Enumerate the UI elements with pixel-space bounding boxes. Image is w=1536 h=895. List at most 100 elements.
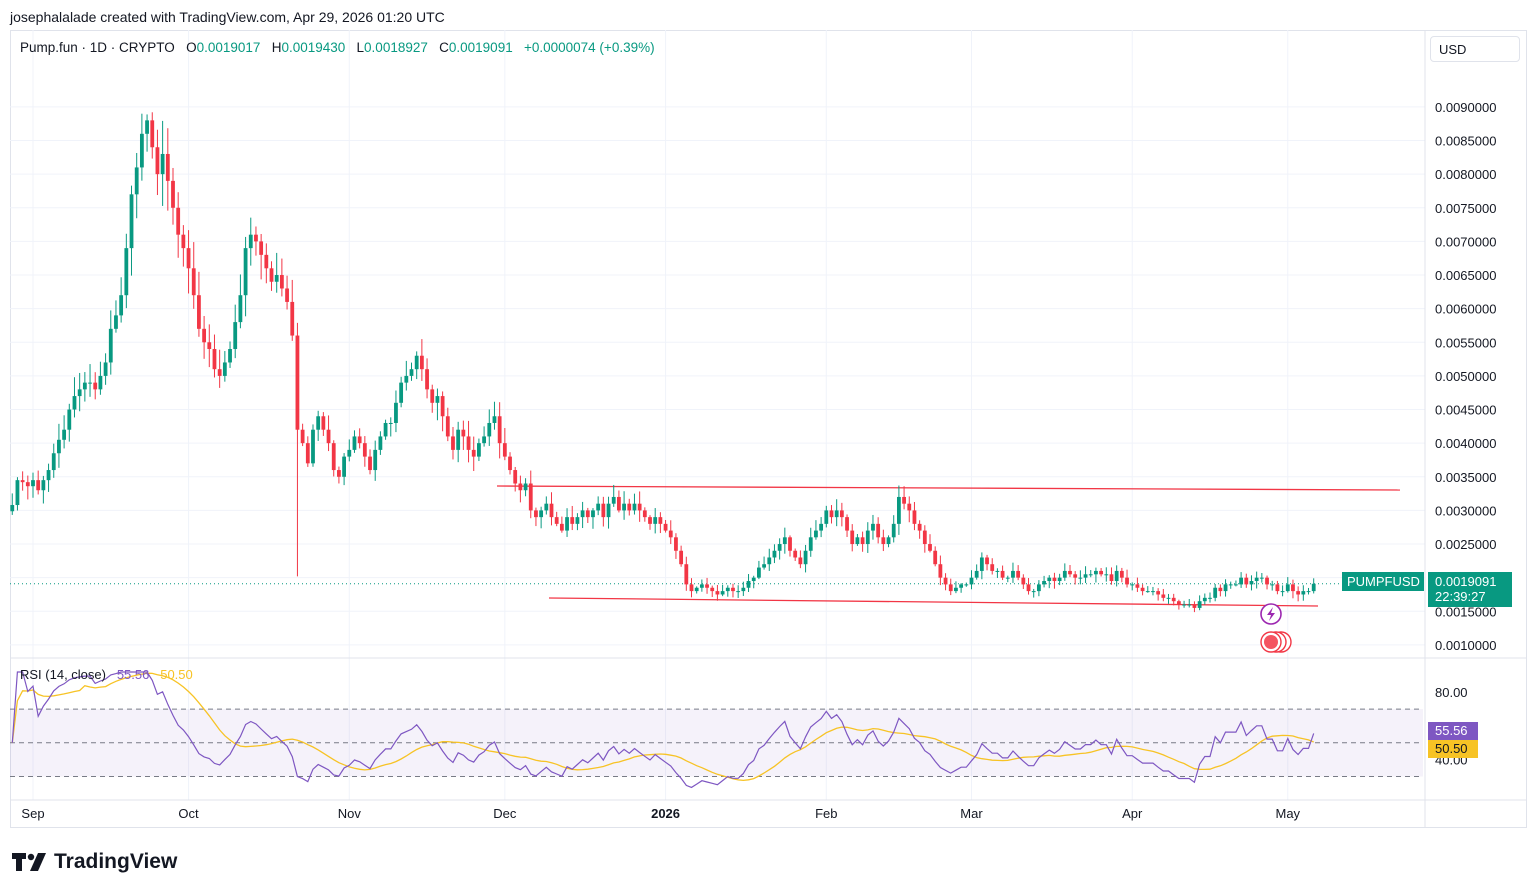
price-legend: Pump.fun · 1D · CRYPTO O0.0019017 H0.001… — [20, 40, 655, 55]
support-trendline — [548, 597, 1319, 607]
candle-body — [373, 449, 378, 471]
candle-body — [1109, 574, 1114, 582]
candle-body — [922, 530, 927, 545]
candle-body — [1208, 597, 1212, 599]
candle-body — [513, 470, 518, 484]
candle-body — [124, 248, 129, 296]
trendlines — [496, 485, 1401, 607]
rsi-ma-value-tag: 50.50 — [1428, 740, 1478, 758]
y-tick-label: 0.0085000 — [1435, 134, 1496, 149]
candle-body — [41, 480, 46, 491]
chart-frame[interactable] — [10, 30, 1527, 828]
candle-body — [881, 537, 886, 545]
candle-body — [523, 483, 528, 491]
candle-body — [995, 570, 1000, 572]
candle-body — [1099, 570, 1104, 575]
rsi-value-tag: 55.56 — [1428, 722, 1478, 740]
candle-body — [798, 557, 803, 565]
x-tick-label: May — [1275, 806, 1300, 821]
candle-body — [414, 355, 419, 370]
candle-body — [1254, 577, 1259, 582]
candle-body — [565, 517, 569, 531]
candle-body — [202, 328, 207, 343]
high-value: 0.0019430 — [281, 40, 346, 55]
candle-body — [617, 496, 621, 511]
candle-body — [1275, 584, 1280, 592]
y-tick-label: 0.0045000 — [1435, 403, 1496, 418]
y-tick-label: 0.0030000 — [1435, 503, 1496, 518]
candle-body — [720, 591, 725, 595]
candle-body — [1104, 574, 1109, 576]
x-tick-label: Apr — [1122, 806, 1143, 821]
candle-body — [1244, 577, 1249, 585]
candle-body — [544, 503, 549, 511]
candle-body — [1197, 601, 1202, 608]
candle-body — [311, 429, 315, 464]
candle-body — [186, 248, 191, 269]
x-tick-label: Feb — [815, 806, 837, 821]
candle-body — [1036, 584, 1041, 592]
rsi-ma-line — [11, 672, 1314, 782]
candle-body — [1026, 584, 1031, 592]
open-value: 0.0019017 — [196, 40, 261, 55]
candle-body — [777, 544, 782, 551]
candle-body — [1031, 591, 1036, 593]
us-flag-icon — [1264, 635, 1278, 649]
candle-body — [1047, 577, 1052, 582]
candle-body — [933, 550, 938, 565]
candle-body — [10, 505, 15, 512]
candle-body — [601, 503, 606, 518]
candle-body — [658, 517, 663, 524]
candle-body — [938, 564, 943, 578]
candle-body — [518, 483, 523, 491]
candle-body — [1213, 587, 1218, 598]
candle-body — [461, 429, 466, 437]
candle-body — [1187, 604, 1192, 606]
low-label: L — [356, 40, 365, 55]
candle-body — [1296, 591, 1301, 595]
candle-body — [248, 234, 253, 249]
candle-body — [1161, 594, 1166, 598]
candle-body — [326, 429, 331, 444]
currency-button[interactable]: USD — [1430, 36, 1520, 62]
candle-body — [1301, 591, 1306, 595]
candle-body — [383, 422, 388, 437]
candle-body — [746, 581, 751, 588]
candle-body — [67, 409, 72, 430]
candle-body — [181, 234, 186, 249]
candle-body — [62, 429, 67, 440]
candle-body — [1249, 581, 1254, 585]
candle-body — [77, 389, 82, 397]
candle-body — [689, 584, 694, 592]
candle-body — [1114, 570, 1119, 582]
candle-body — [165, 153, 170, 181]
candle-body — [487, 422, 492, 437]
candle-body — [648, 517, 652, 524]
candle-body — [404, 375, 409, 383]
candle-body — [1228, 584, 1233, 586]
candle-body — [611, 496, 616, 504]
candle-body — [1057, 577, 1062, 582]
candle-body — [1239, 577, 1244, 585]
candle-body — [119, 295, 124, 316]
candle-body — [31, 480, 35, 487]
candle-body — [264, 254, 269, 269]
candle-body — [1280, 591, 1285, 593]
candle-body — [108, 328, 113, 363]
candle-body — [1016, 570, 1021, 578]
candle-body — [943, 577, 948, 585]
candle-body — [1062, 570, 1067, 578]
last-price-tag: 0.0019091 22:39:27 — [1428, 572, 1512, 607]
lightning-bolt-icon — [1267, 607, 1275, 621]
candle-body — [591, 510, 595, 518]
candle-body — [1176, 601, 1181, 605]
candle-body — [829, 510, 834, 518]
candle-body — [814, 530, 818, 538]
candle-body — [160, 153, 165, 175]
candle-body — [321, 416, 326, 430]
last-price-value: 0.0019091 — [1435, 574, 1497, 589]
tradingview-logo[interactable]: TradingView — [12, 850, 177, 874]
candle-body — [243, 248, 248, 296]
candle-body — [409, 369, 414, 376]
